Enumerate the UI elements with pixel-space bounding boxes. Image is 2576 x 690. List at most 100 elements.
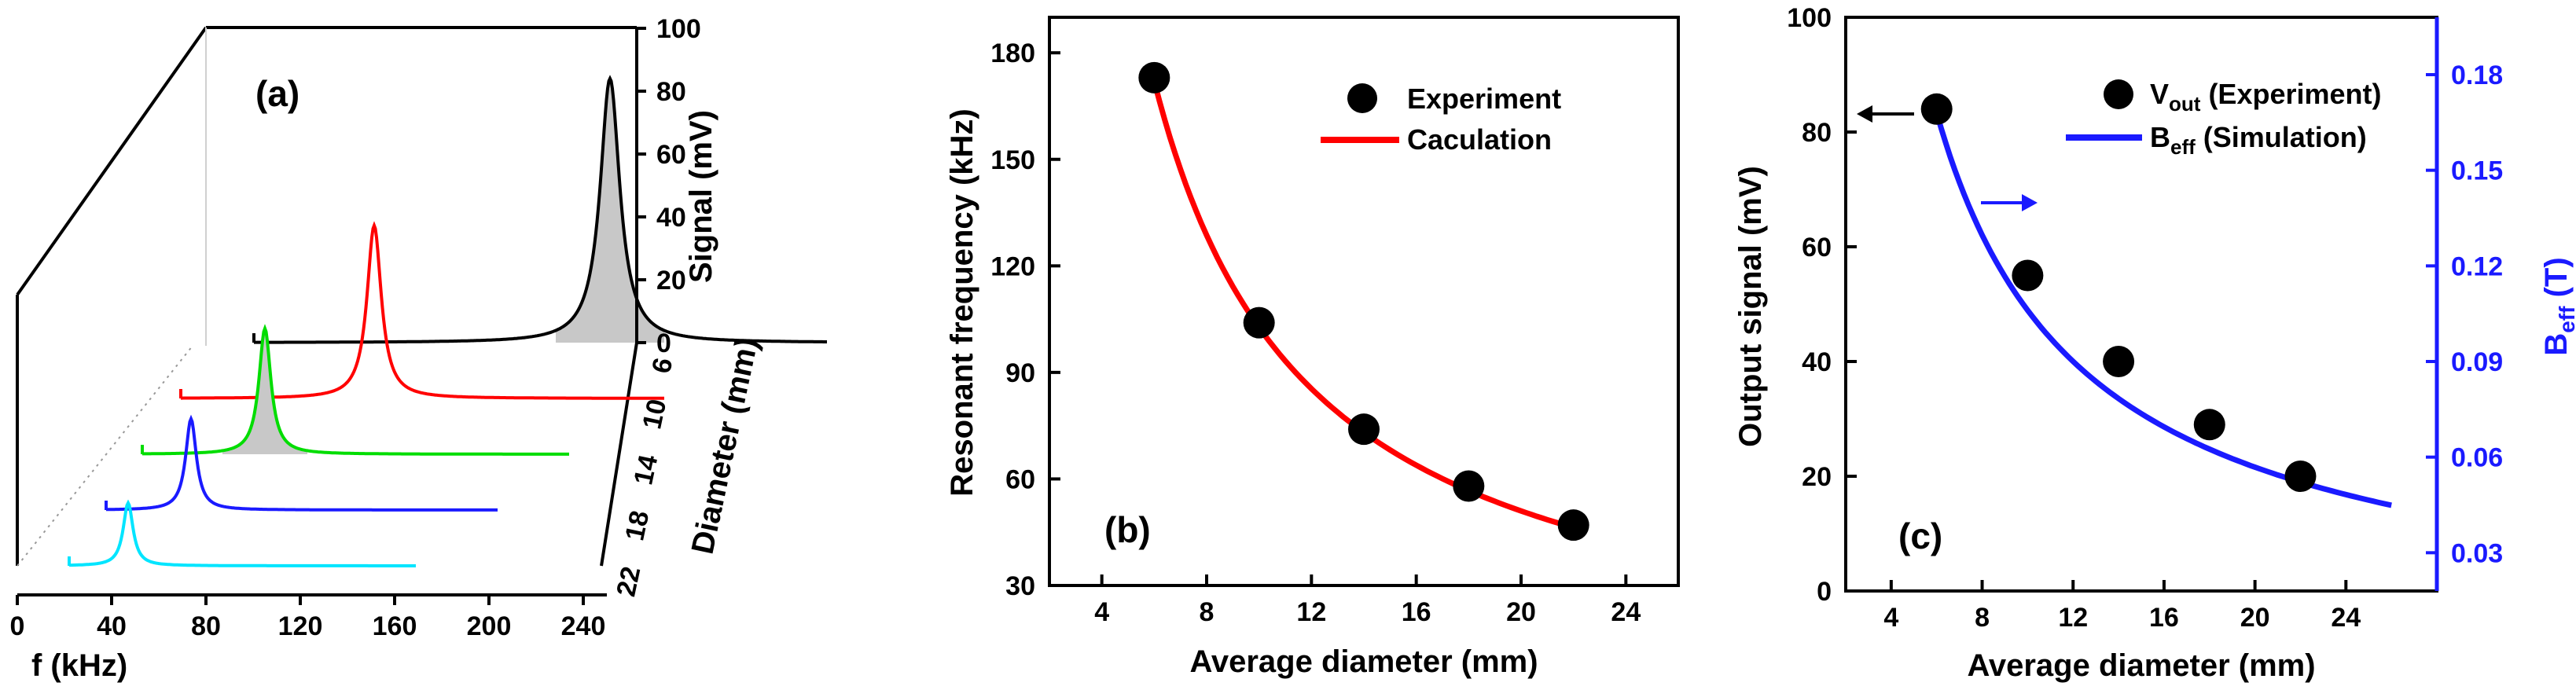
legend-label-experiment: Experiment [1407,83,1561,115]
diameter-axis-label: Diameter (mm) [685,335,765,557]
x-axis-label-c: Average diameter (mm) [1967,648,2315,683]
experiment-point [2103,346,2135,377]
legend-label-calculation: Caculation [1407,123,1552,156]
y-tick-label-b: 60 [1005,464,1035,494]
experiment-point [1138,61,1170,94]
box-edge-diagonal [16,26,208,296]
y2-tick-label-c: 0.03 [2451,538,2503,568]
legend-marker-experiment [1347,83,1377,113]
y-tick-label-c: 100 [1787,3,1832,33]
panel-label-a: (a) [255,73,299,114]
y-tick-label-b: 90 [1005,358,1035,388]
peak-fill-14mm [222,328,307,454]
x-tick-label-c: 16 [2149,603,2179,633]
frequency-tick-label: 200 [467,611,512,641]
x-tick-label-c: 12 [2058,603,2088,633]
frequency-tick-label: 160 [373,611,417,641]
panel-label-b: (b) [1104,509,1151,550]
y2-tick-label-c: 0.06 [2451,443,2503,473]
experiment-point [2012,259,2044,292]
signal-trace-22mm [68,499,416,567]
frequency-tick-label: 40 [97,611,127,641]
x-tick-label-c: 24 [2331,603,2361,633]
axis-ticks-c: 4 8 12 16 20 24 0 20 40 60 80 100 0.03 0.06 0.09 0.12 0.… [1787,3,2503,633]
y-tick-label-c: 80 [1802,118,1832,148]
panel-a-waterfall-chart: 0 20 40 60 80 100 0 40 80 120 160 200 240 6 10 14 18 22… [10,14,827,683]
legend-marker-vout [2104,79,2133,109]
y2-tick-label-c: 0.15 [2451,156,2503,186]
frequency-tick-label: 80 [191,611,221,641]
y-axis-label-b: Resonant frequency (kHz) [945,108,979,496]
x-tick-label-c: 20 [2240,603,2270,633]
y-tick-label-b: 120 [990,251,1035,281]
diameter-axis-line [600,342,638,567]
experiment-point [1557,509,1589,541]
y-tick-label-b: 150 [990,145,1035,175]
experiment-point [2193,409,2225,441]
frequency-tick-label: 120 [278,611,323,641]
legend-b: Experiment Caculation [1321,83,1561,156]
frequency-tick-label: 240 [561,611,606,641]
signal-axis-label: Signal (mV) [684,110,718,283]
legend-label-beff: Beff (Simulation) [2150,121,2367,159]
y-tick-label-b: 30 [1005,571,1035,601]
signal-tick-label: 0 [656,328,671,358]
y2-tick-label-c: 0.18 [2451,61,2503,90]
signal-tick-label: 100 [656,14,701,44]
signal-tick-label: 80 [656,77,686,107]
signal-trace-14mm [142,324,569,456]
diameter-tick-label: 22 [611,564,646,600]
panel-b-chart: 4 8 12 16 20 24 30 60 90 120 150 180 (b) Average di… [945,16,1680,679]
experiment-point [1243,306,1275,339]
simulation-line [1934,112,2392,508]
diameter-tick-label: 18 [619,508,655,544]
signal-tick-label: 60 [656,140,686,170]
left-axis-arrow-icon [1857,105,1914,123]
legend-label-vout: Vout (Experiment) [2150,78,2381,116]
experiment-point [1453,470,1485,502]
y2-tick-label-c: 0.12 [2451,251,2503,281]
diameter-tick-label: 10 [637,397,672,432]
y-tick-label-c: 60 [1802,233,1832,262]
x-tick-label-b: 12 [1296,597,1326,627]
y-tick-label-c: 0 [1817,577,1832,607]
y-tick-label-b: 180 [990,39,1035,68]
y-tick-label-c: 20 [1802,462,1832,492]
x-tick-label-b: 24 [1611,597,1641,627]
front-edge-dotted [17,345,193,567]
y-axis-label-c: Output signal (mV) [1733,166,1768,447]
signal-trace-18mm [106,414,498,512]
x-tick-label-b: 20 [1506,597,1536,627]
x-axis-label-b: Average diameter (mm) [1189,644,1538,679]
panel-label-c: (c) [1898,516,1942,556]
signal-axis-ticks: 0 20 40 60 80 100 [637,14,701,358]
x-tick-label-c: 4 [1883,603,1898,633]
diameter-tick-label: 14 [628,452,663,487]
experiment-points [1138,61,1589,541]
x-tick-label-b: 16 [1402,597,1431,627]
experiment-point [2284,461,2317,492]
diameter-tick-label: 6 [646,355,678,376]
signal-traces [68,75,827,567]
legend-c: Vout (Experiment) Beff (Simulation) [2066,78,2381,159]
y-tick-label-c: 40 [1802,347,1832,377]
panel-c-chart: 4 8 12 16 20 24 0 20 40 60 80 100 0.03 0.06 0.09 0.12 0.… [1733,3,2576,683]
diameter-axis-ticks: 6 10 14 18 22 [611,355,678,599]
x-tick-label-c: 8 [1975,603,1990,633]
plot-frame-b [1048,16,1680,587]
simulation-curve [1934,112,2392,508]
experiment-points [1920,93,2317,492]
axis-ticks-b: 4 8 12 16 20 24 30 60 90 120 150 180 [990,39,1641,627]
peak-fill-6mm [556,79,664,343]
frequency-axis-ticks: 0 40 80 120 160 200 240 [10,595,606,641]
experiment-point [1348,413,1380,446]
x-tick-label-b: 4 [1094,597,1109,627]
y2-tick-label-c: 0.09 [2451,347,2503,377]
y2-axis-label-c: Beff (T) [2539,257,2576,355]
x-tick-label-b: 8 [1200,597,1215,627]
signal-trace-6mm [254,75,827,344]
signal-tick-label: 20 [656,266,686,295]
right-axis-arrow-icon [1981,194,2038,211]
experiment-point [1920,93,1953,125]
